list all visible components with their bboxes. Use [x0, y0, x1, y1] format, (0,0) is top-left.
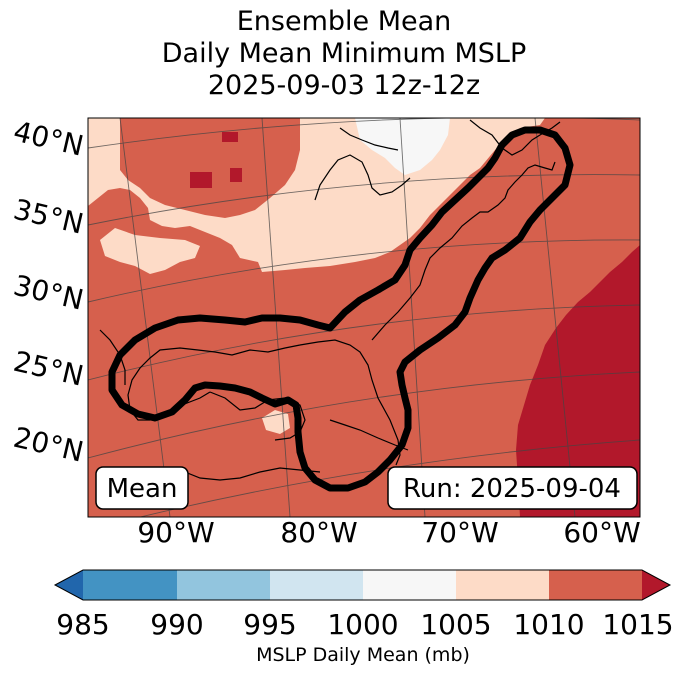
- pressure-field-1015-east: [516, 245, 640, 517]
- colorbar-segment-1005-1010: [456, 570, 549, 600]
- meridian-70w: [399, 118, 426, 517]
- parallel-30n: [88, 239, 640, 303]
- run-label: Run: 2025-09-04: [403, 474, 621, 504]
- colorbar-segment-1010-1015: [549, 570, 642, 600]
- colorbar-label: MSLP Daily Mean (mb): [256, 644, 470, 666]
- longitude-labels: 90°W 80°W 70°W 60°W: [137, 516, 640, 549]
- parallel-25n: [88, 304, 640, 381]
- lat-label-30n: 30°N: [10, 269, 86, 317]
- map-plot: [88, 118, 640, 517]
- lon-label-80w: 80°W: [280, 516, 357, 549]
- colorbar-tick-985: 985: [56, 608, 109, 641]
- latitude-labels: 40°N 35°N 30°N 25°N 20°N: [10, 115, 86, 469]
- title-line-3: 2025-09-03 12z-12z: [207, 70, 481, 101]
- coastline-us-east: [299, 161, 556, 466]
- colorbar-outline: [53, 569, 672, 601]
- meridian-60w: [534, 118, 576, 517]
- parallel-20n: [88, 371, 640, 459]
- colorbar-tick-1005: 1005: [420, 608, 491, 641]
- colorbar-segment-1000-1005: [363, 570, 456, 600]
- colorbar-segment-985-990: [83, 570, 177, 600]
- ensemble-region-outline: [108, 126, 574, 492]
- lat-label-35n: 35°N: [10, 193, 86, 241]
- coastline-central-america: [179, 467, 321, 481]
- coastline-great-lakes: [314, 127, 411, 201]
- pressure-field-1000-north: [355, 118, 450, 175]
- parallel-35n: [88, 174, 640, 226]
- run-label-box: Run: 2025-09-04: [387, 466, 638, 510]
- colorbar-extend-low: [55, 570, 83, 600]
- meridian-90w: [119, 118, 171, 517]
- lon-label-60w: 60°W: [563, 516, 640, 549]
- mean-label: Mean: [107, 474, 178, 504]
- pressure-field-1005-west: [100, 228, 200, 274]
- title-line-1: Ensemble Mean: [236, 6, 452, 37]
- lat-label-25n: 25°N: [10, 345, 86, 393]
- parallel-15n: [138, 439, 640, 517]
- lon-label-70w: 70°W: [421, 516, 498, 549]
- graticule: [88, 118, 640, 517]
- colorbar-extend-high: [642, 570, 670, 600]
- pressure-spot-1: [190, 172, 212, 188]
- colorbar-tick-1015: 1015: [602, 608, 673, 641]
- colorbar-segment-995-1000: [270, 570, 363, 600]
- colorbar-tick-995: 995: [243, 608, 296, 641]
- pressure-spot-2: [230, 168, 242, 182]
- colorbar-segment-990-995: [177, 570, 270, 600]
- lon-label-90w: 90°W: [137, 516, 214, 549]
- lat-label-20n: 20°N: [10, 421, 86, 469]
- colorbar-tick-1010: 1010: [513, 608, 584, 641]
- map-frame: [87, 117, 641, 518]
- pressure-field-1010-inset: [120, 118, 300, 218]
- lat-label-40n: 40°N: [10, 115, 86, 163]
- colorbar-tick-1000: 1000: [327, 608, 398, 641]
- colorbar-ticks: 985 990 995 1000 1005 1010 1015: [56, 608, 673, 641]
- mean-label-box: Mean: [95, 466, 189, 510]
- parallel-40n: [88, 118, 640, 149]
- title-line-2: Daily Mean Minimum MSLP: [161, 38, 527, 69]
- colorbar: [53, 569, 672, 601]
- colorbar-tick-990: 990: [150, 608, 203, 641]
- pressure-spot-3: [222, 132, 238, 142]
